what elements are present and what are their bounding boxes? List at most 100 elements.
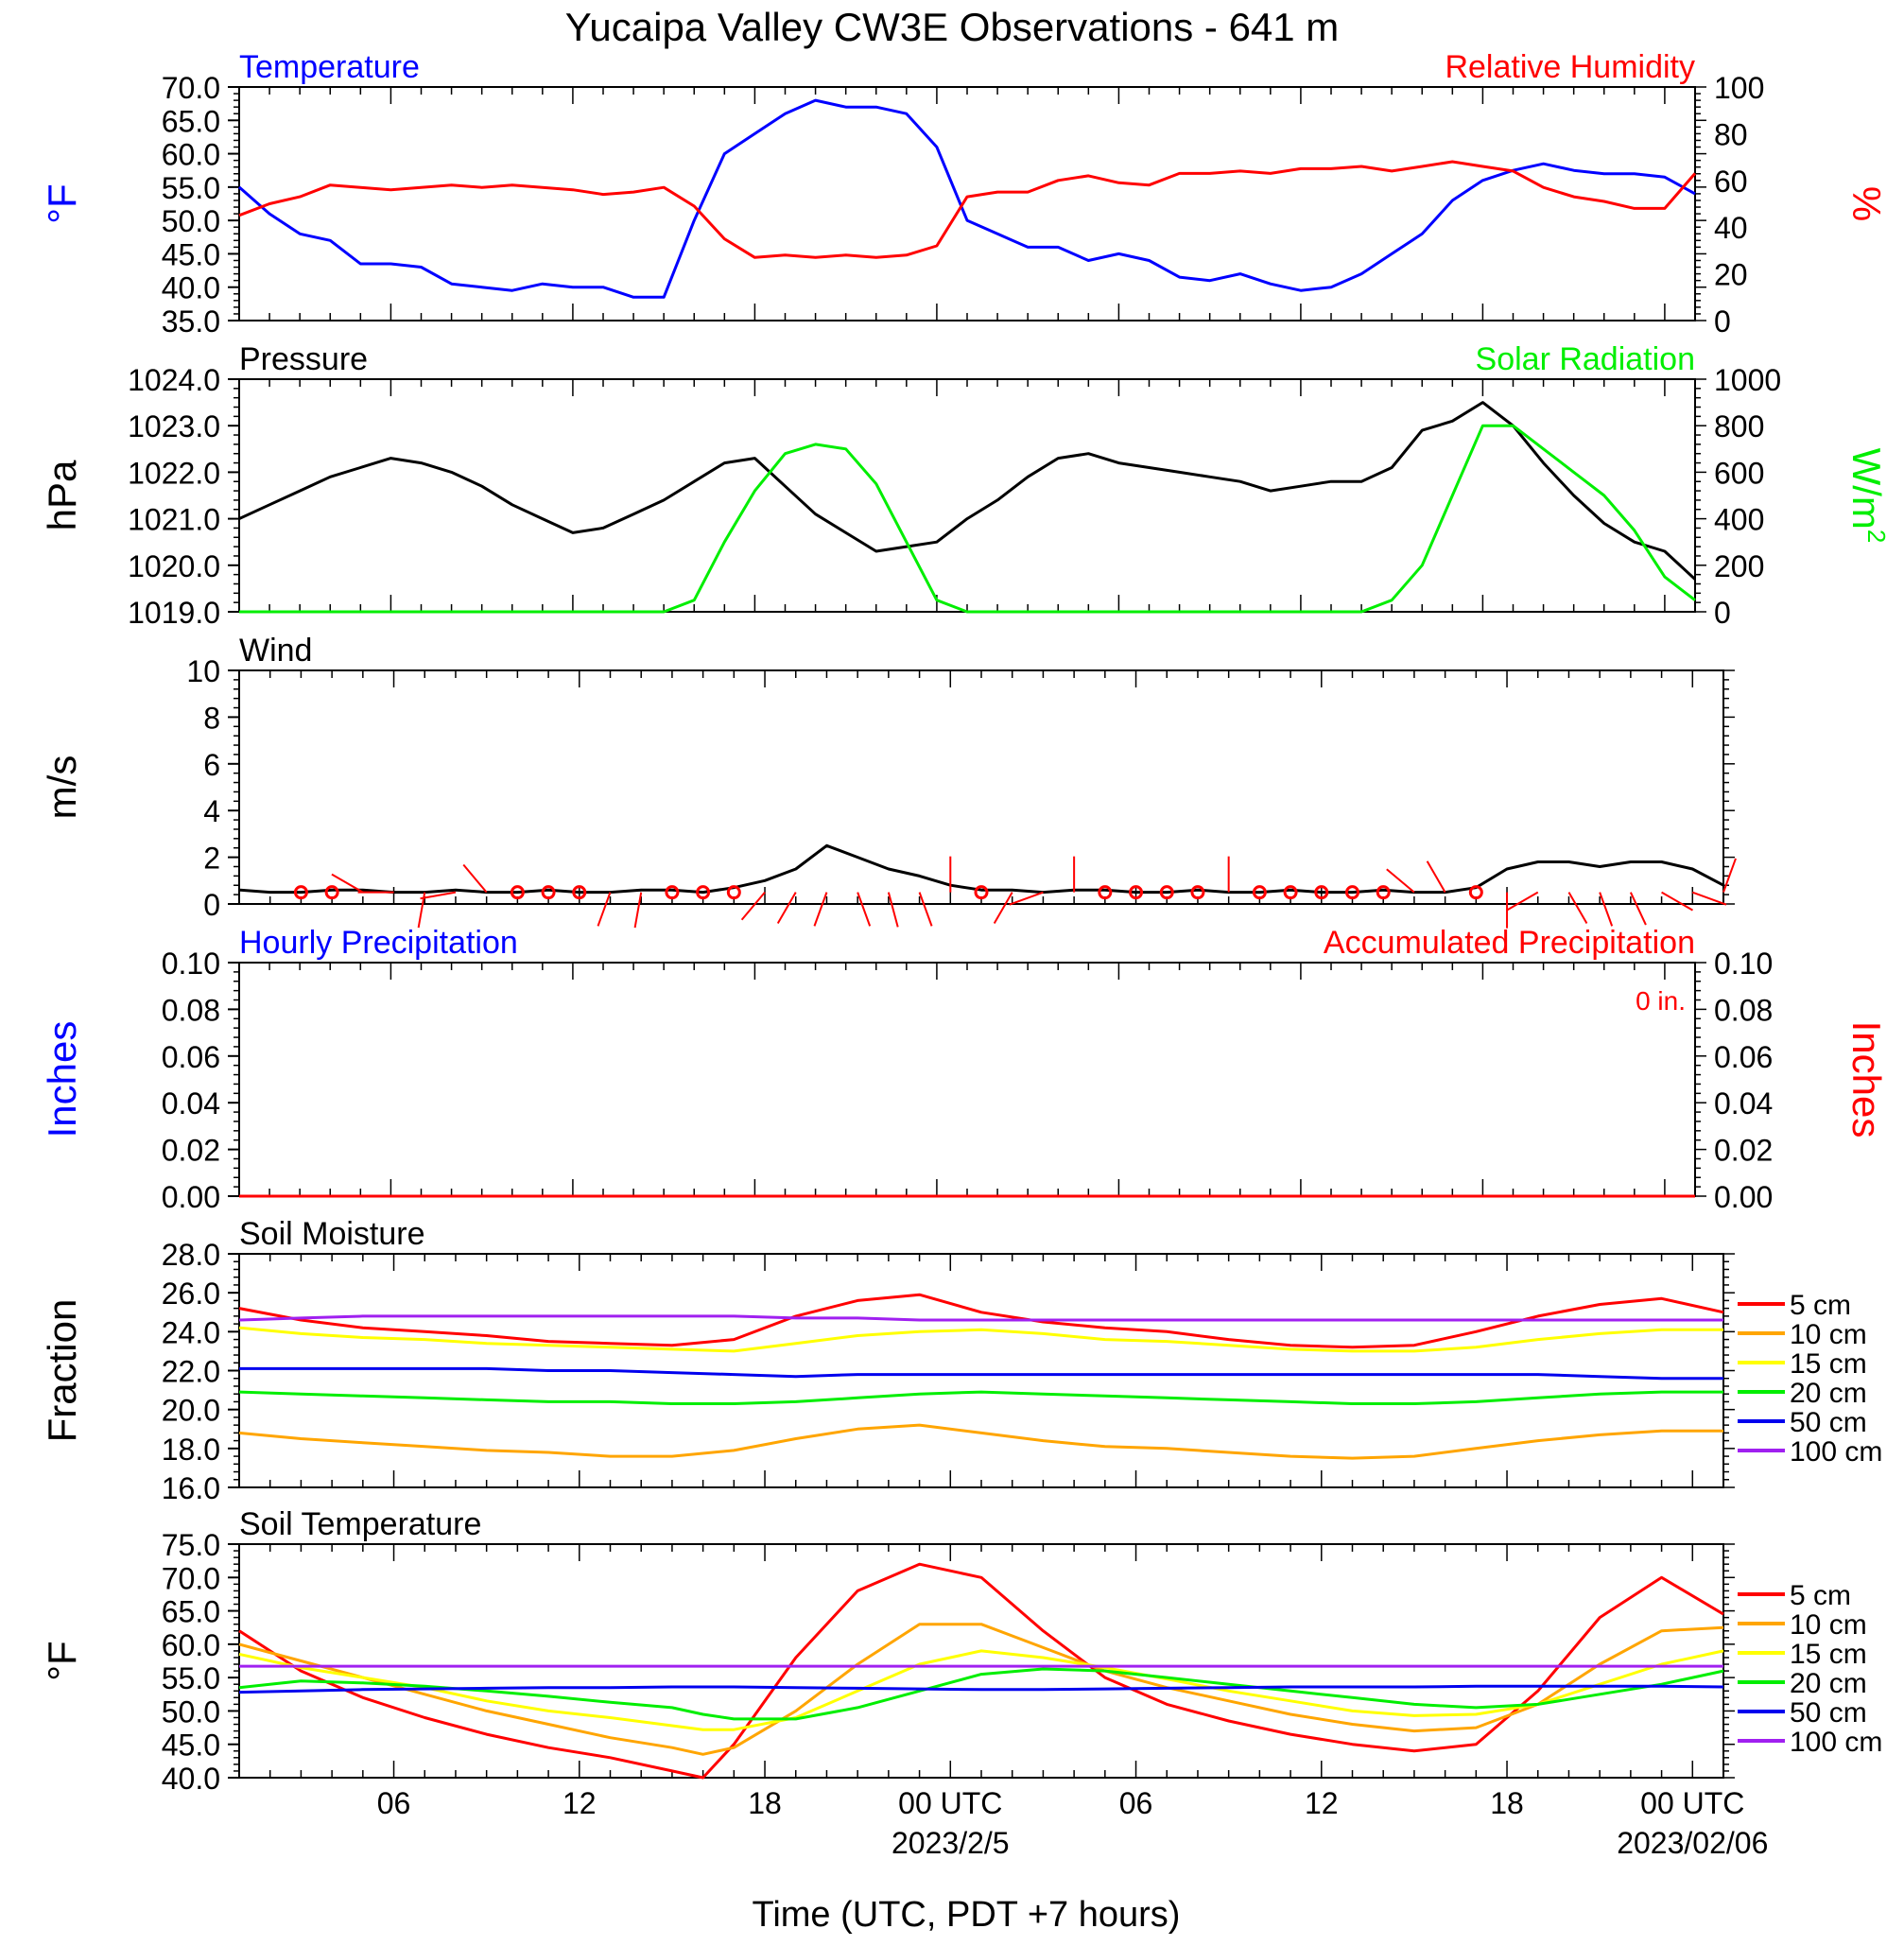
- wind-barb: [633, 892, 643, 929]
- panel-frame: [238, 962, 1696, 1197]
- panel-right-title: Solar Radiation: [1476, 341, 1695, 377]
- wind-calm-marker: [1468, 885, 1483, 900]
- y-left-tick-label: 65.0: [162, 104, 220, 138]
- y-left-axis-label: °F: [40, 1641, 84, 1680]
- legend-label: 50 cm: [1790, 1697, 1867, 1729]
- wind-calm-marker: [324, 885, 339, 900]
- wind-barb: [420, 891, 457, 900]
- y-left-tick-label: 1021.0: [128, 503, 220, 537]
- panel-frame: [238, 378, 1696, 613]
- wind-barb: [331, 873, 364, 894]
- wind-calm-marker: [1345, 885, 1359, 900]
- y-left-tick-label: 1023.0: [128, 409, 220, 443]
- series-line-5-cm: [238, 1562, 1724, 1780]
- wind-barb: [1661, 891, 1693, 912]
- wind-barb: [857, 892, 872, 927]
- legend-label: 100 cm: [1790, 1727, 1882, 1758]
- wind-calm-marker: [665, 885, 680, 900]
- x-axis-label: Time (UTC, PDT +7 hours): [753, 1895, 1181, 1935]
- y-right-tick-label: 200: [1714, 549, 1764, 583]
- panels: 35.040.045.050.055.060.065.070.002040608…: [40, 49, 1891, 1796]
- legend-label: 10 cm: [1790, 1609, 1867, 1641]
- y-left-tick-label: 0.00: [162, 1180, 220, 1214]
- x-axis: 06 12 18 00 UTC 06 12 18 00 UTC 2023/2/5 2023/02/…: [377, 1786, 1769, 1860]
- wind-calm-marker: [1314, 885, 1329, 900]
- y-left-tick-label: 40.0: [162, 1762, 220, 1796]
- y-right-tick-label: 0.00: [1714, 1180, 1773, 1214]
- wind-barb: [993, 892, 1013, 925]
- y-left-tick-label: 1019.0: [128, 596, 220, 630]
- legend-label: 100 cm: [1790, 1436, 1882, 1468]
- y-left-tick-label: 40.0: [162, 271, 220, 305]
- wind-barb: [740, 892, 766, 921]
- y-left-tick-label: 1022.0: [128, 456, 220, 490]
- y-left-tick-label: 60.0: [162, 138, 220, 172]
- y-left-tick-label: 50.0: [162, 1694, 220, 1729]
- series-line-100-cm: [238, 1314, 1723, 1322]
- legend-label: 20 cm: [1790, 1378, 1867, 1409]
- series-line-50-cm: [239, 1366, 1723, 1381]
- wind-barb: [1567, 892, 1588, 925]
- y-left-tick-label: 0.02: [162, 1134, 220, 1168]
- y-left-tick-label: 4: [203, 794, 220, 828]
- series-line-20-cm: [238, 1667, 1724, 1721]
- y-left-tick-label: 10: [186, 654, 220, 688]
- wind-calm-marker: [1129, 885, 1144, 900]
- legend-label: 50 cm: [1790, 1407, 1867, 1438]
- panel-wind: 0 2 4 6 8 10 Wind m/s: [40, 633, 1737, 929]
- wind-calm-marker: [510, 885, 525, 900]
- series-line-10-cm: [238, 1623, 1724, 1756]
- wind-calm-marker: [1190, 885, 1205, 900]
- series-line-50-cm: [238, 1684, 1724, 1694]
- legend-label: 15 cm: [1790, 1348, 1867, 1380]
- wind-barb: [462, 863, 488, 894]
- y-right-tick-label: 0: [1714, 596, 1731, 630]
- wind-calm-marker: [1159, 885, 1174, 900]
- y-right-tick-label: 600: [1714, 456, 1764, 490]
- wind-barb: [1386, 868, 1415, 894]
- y-left-axis-label: Fraction: [40, 1299, 84, 1443]
- y-right-tick-label: 800: [1714, 409, 1764, 443]
- y-right-axis-label-sup: 2: [1862, 530, 1891, 543]
- legend-label: 15 cm: [1790, 1639, 1867, 1670]
- panel-soil_moisture: 16.0 18.0 20.0 22.0 24.0 26.0 28.0 Soil Moistur…: [40, 1216, 1882, 1505]
- series-line-temperature: [238, 98, 1696, 299]
- y-left-tick-label: 0.08: [162, 993, 220, 1027]
- wind-calm-marker: [696, 885, 711, 900]
- x-tick-label: 18: [1490, 1786, 1524, 1820]
- y-left-tick-label: 18.0: [162, 1433, 220, 1467]
- panel-left-title: Temperature: [239, 49, 420, 85]
- panel-right-title: Relative Humidity: [1445, 49, 1695, 85]
- wind-calm-marker: [541, 885, 556, 900]
- y-left-tick-label: 26.0: [162, 1277, 220, 1311]
- wind-barb: [1599, 892, 1614, 927]
- y-left-tick-label: 70.0: [162, 71, 220, 105]
- x-tick-label: 06: [377, 1786, 411, 1820]
- wind-barb: [1691, 891, 1727, 906]
- y-left-tick-label: 1020.0: [128, 549, 220, 583]
- wind-calm-marker: [293, 885, 308, 900]
- panel-left-title: Soil Temperature: [239, 1506, 481, 1542]
- y-left-tick-label: 0.06: [162, 1040, 220, 1074]
- y-right-tick-label: 400: [1714, 503, 1764, 537]
- wind-barb: [1629, 892, 1647, 926]
- y-right-axis-label: Inches: [1844, 1021, 1889, 1138]
- y-left-tick-label: 45.0: [162, 1729, 220, 1763]
- legend-label: 5 cm: [1790, 1290, 1851, 1321]
- wind-barb: [776, 892, 797, 925]
- series-line-solar-radiation: [239, 424, 1696, 614]
- panel-left-title: Wind: [239, 633, 312, 669]
- y-right-tick-label: 60: [1714, 165, 1748, 199]
- wind-calm-marker: [1376, 885, 1391, 900]
- y-left-tick-label: 22.0: [162, 1355, 220, 1389]
- panel-annotation: 0 in.: [1636, 986, 1686, 1016]
- wind-barb: [1426, 860, 1446, 894]
- wind-calm-marker: [1283, 885, 1298, 900]
- y-left-axis-label: °F: [40, 183, 84, 223]
- wind-barb: [1506, 891, 1539, 912]
- y-left-tick-label: 2: [203, 842, 220, 876]
- legend-label: 20 cm: [1790, 1668, 1867, 1699]
- y-left-tick-label: 6: [203, 748, 220, 782]
- y-right-tick-label: 0.10: [1714, 947, 1773, 981]
